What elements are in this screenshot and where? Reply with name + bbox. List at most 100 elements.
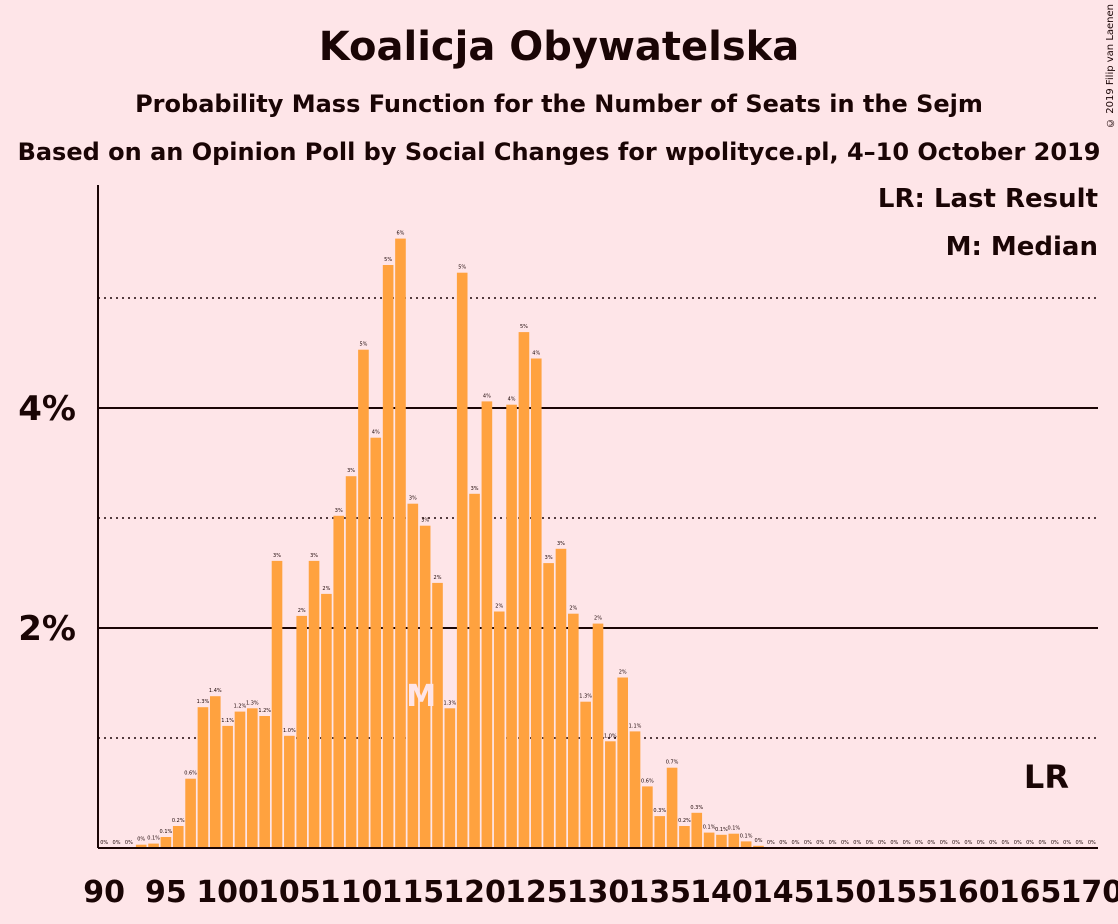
bar-label: 3% — [545, 555, 553, 561]
bar-label: 3% — [310, 553, 318, 559]
bar-label: 0% — [816, 840, 824, 846]
bar-label: 0.1% — [715, 827, 728, 833]
x-tick-label: 130 — [567, 875, 630, 910]
bar-label: 3% — [409, 496, 417, 502]
bar-label: 1.1% — [629, 723, 642, 729]
bar-label: 2% — [569, 606, 577, 612]
bar-label: 6% — [397, 231, 405, 237]
bar-seat-106 — [296, 615, 308, 848]
bar-label: 1.3% — [579, 694, 592, 700]
bar-label: 0% — [755, 838, 763, 844]
median-marker: M — [406, 679, 436, 714]
bar-label: 1.0% — [604, 733, 617, 739]
bar-label: 0% — [829, 840, 837, 846]
bar-label: 2% — [594, 616, 602, 622]
bar-label: 1.3% — [246, 700, 259, 706]
bar-label: 0% — [779, 840, 787, 846]
bar-seat-101 — [234, 711, 246, 848]
x-tick-label: 125 — [505, 875, 568, 910]
bar-seat-140 — [716, 834, 727, 848]
x-tick-label: 135 — [628, 875, 691, 910]
bar-label: 0% — [1026, 840, 1034, 846]
bar-seat-108 — [321, 593, 332, 848]
bar-label: 5% — [359, 342, 367, 348]
bar-seat-115 — [407, 503, 419, 848]
x-tick-label: 110 — [320, 875, 383, 910]
bar-label: 0% — [1014, 840, 1022, 846]
bar-label: 0% — [927, 840, 935, 846]
bar-seat-138 — [691, 812, 703, 848]
x-tick-label: 155 — [875, 875, 938, 910]
bar-label: 1.0% — [283, 728, 296, 734]
bar-seat-112 — [370, 437, 382, 848]
bar-label: 0% — [1076, 840, 1084, 846]
bar-label: 0% — [903, 840, 911, 846]
x-tick-label: 165 — [999, 875, 1062, 910]
bar-seat-121 — [481, 401, 493, 848]
bar-label: 0% — [940, 840, 948, 846]
bar-seat-109 — [333, 515, 345, 848]
bar-label: 0% — [890, 840, 898, 846]
bar-label: 0.1% — [703, 825, 716, 831]
bar-label: 1.4% — [209, 688, 222, 694]
bars — [135, 238, 764, 849]
x-tick-label: 120 — [443, 875, 506, 910]
bar-seat-134 — [642, 786, 653, 848]
bar-label: 5% — [458, 265, 466, 271]
bar-label: 0% — [977, 840, 985, 846]
bar-seat-142 — [740, 841, 752, 848]
markers: M LR — [406, 679, 1069, 796]
bar-label: 0% — [1063, 840, 1071, 846]
bar-seat-104 — [271, 560, 283, 848]
bar-label: 3% — [273, 553, 281, 559]
bar-seat-117 — [432, 582, 443, 848]
bar-seat-124 — [518, 332, 530, 849]
bar-seat-93 — [135, 844, 147, 848]
bar-labels: 0% 0% 0% 0% 0.1%0.1% 0.2% 0.6% 1.3% 1.4% 1.1% 1.2%… — [100, 231, 1096, 846]
bar-seat-128 — [568, 613, 579, 848]
bar-label: 0.2% — [172, 818, 185, 824]
x-tick-label: 90 — [83, 875, 125, 910]
bar-label: 2% — [322, 586, 330, 592]
bar-label: 4% — [372, 430, 380, 436]
bar-label: 4% — [483, 393, 491, 399]
bar-label: 0% — [866, 840, 874, 846]
bar-seat-100 — [222, 725, 233, 848]
bar-label: 0% — [804, 840, 812, 846]
bar-seat-119 — [456, 272, 468, 848]
bar-label: 2% — [495, 604, 503, 610]
bar-seat-105 — [284, 735, 295, 848]
bar-seat-133 — [629, 731, 641, 848]
bar-label: 4% — [508, 397, 516, 403]
bar-seat-103 — [259, 716, 270, 848]
bar-seat-98 — [197, 707, 209, 848]
x-tick-label: 105 — [258, 875, 321, 910]
axes — [97, 185, 1098, 849]
bar-label: 0.6% — [184, 771, 197, 777]
bar-seat-139 — [703, 832, 715, 848]
bar-label: 0.6% — [641, 778, 654, 784]
bar-label: 1.2% — [258, 708, 271, 714]
bar-label: 3% — [347, 468, 355, 474]
bar-seat-94 — [148, 843, 159, 848]
bar-label: 0% — [100, 840, 108, 846]
bar-seat-131 — [605, 741, 616, 848]
bar-seat-122 — [493, 611, 505, 848]
bar-label: 0% — [841, 840, 849, 846]
bar-seat-127 — [555, 548, 567, 848]
bar-label: 0% — [113, 840, 121, 846]
bar-label: 4% — [532, 351, 540, 357]
chart-title: Koalicja Obywatelska — [318, 24, 800, 70]
bar-seat-137 — [679, 826, 690, 848]
bar-seat-132 — [617, 677, 628, 848]
bar-seat-141 — [728, 833, 740, 848]
bar-seat-97 — [185, 778, 196, 848]
bar-label: 0.3% — [653, 808, 666, 814]
bar-label: 0% — [915, 840, 923, 846]
chart-source: Based on an Opinion Poll by Social Chang… — [17, 138, 1101, 166]
bar-seat-136 — [666, 767, 678, 848]
bar-label: 3% — [335, 508, 343, 514]
bar-seat-118 — [444, 708, 456, 848]
bar-label: 1.1% — [221, 718, 234, 724]
